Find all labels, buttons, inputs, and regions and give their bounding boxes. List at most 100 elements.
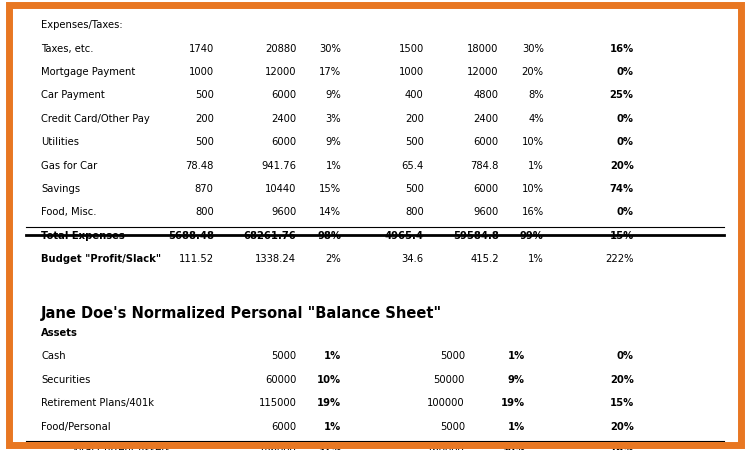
Text: 9%: 9% (326, 90, 341, 100)
Text: 1000: 1000 (398, 67, 424, 77)
Text: Food, Misc.: Food, Misc. (41, 207, 97, 217)
Text: 99%: 99% (520, 231, 544, 241)
Text: 18000: 18000 (467, 44, 499, 54)
Text: 10%: 10% (317, 375, 341, 385)
Text: 500: 500 (405, 184, 424, 194)
Text: 400: 400 (405, 90, 424, 100)
Text: 1%: 1% (324, 422, 341, 432)
Text: 10%: 10% (522, 184, 544, 194)
Text: 8%: 8% (528, 90, 544, 100)
Text: 34.6: 34.6 (401, 254, 424, 264)
Text: 74%: 74% (610, 184, 634, 194)
Text: 941.76: 941.76 (261, 161, 296, 171)
Text: 9%: 9% (326, 137, 341, 147)
Text: Car Payment: Car Payment (41, 90, 105, 100)
Text: Mortgage Payment: Mortgage Payment (41, 67, 136, 77)
Text: Assets: Assets (41, 328, 78, 338)
Text: 6000: 6000 (272, 137, 296, 147)
Text: Food/Personal: Food/Personal (41, 422, 111, 432)
Text: 15%: 15% (610, 398, 634, 408)
Text: 30%: 30% (320, 44, 341, 54)
Text: 15%: 15% (320, 184, 341, 194)
Text: 0%: 0% (616, 207, 634, 217)
Text: 20%: 20% (522, 67, 544, 77)
Text: 0%: 0% (616, 351, 634, 361)
Text: Securities: Securities (41, 375, 91, 385)
Text: 60000: 60000 (265, 375, 296, 385)
Text: Retirement Plans/401k: Retirement Plans/401k (41, 398, 154, 408)
Text: 2400: 2400 (474, 114, 499, 124)
Text: 19%: 19% (317, 398, 341, 408)
Text: 500: 500 (195, 90, 214, 100)
Text: 6000: 6000 (272, 422, 296, 432)
Text: 1%: 1% (528, 254, 544, 264)
Text: 16%: 16% (610, 445, 634, 450)
Text: 870: 870 (195, 184, 214, 194)
Text: 200: 200 (195, 114, 214, 124)
Text: 10440: 10440 (265, 184, 296, 194)
Text: 100000: 100000 (427, 398, 465, 408)
Text: 415.2: 415.2 (470, 254, 499, 264)
Text: 68261.76: 68261.76 (244, 231, 296, 241)
Text: 5000: 5000 (272, 351, 296, 361)
Text: 784.8: 784.8 (470, 161, 499, 171)
Text: 1000: 1000 (188, 67, 214, 77)
Text: 4800: 4800 (474, 90, 499, 100)
Text: Expenses/Taxes:: Expenses/Taxes: (41, 20, 123, 30)
Text: 4965.4: 4965.4 (385, 231, 424, 241)
Text: 6000: 6000 (474, 137, 499, 147)
Text: 1%: 1% (508, 351, 525, 361)
Text: 1%: 1% (528, 161, 544, 171)
Text: 16%: 16% (522, 207, 544, 217)
Text: 1500: 1500 (398, 44, 424, 54)
Text: 65.4: 65.4 (401, 161, 424, 171)
Text: Cash: Cash (41, 351, 66, 361)
Text: Utilities: Utilities (41, 137, 80, 147)
Text: Credit Card/Other Pay: Credit Card/Other Pay (41, 114, 150, 124)
Text: Taxes, etc.: Taxes, etc. (41, 44, 94, 54)
Text: 800: 800 (405, 207, 424, 217)
Text: 2%: 2% (326, 254, 341, 264)
Text: 5688.48: 5688.48 (168, 231, 214, 241)
Text: Savings: Savings (41, 184, 80, 194)
Text: 800: 800 (195, 207, 214, 217)
Text: 1338.24: 1338.24 (255, 254, 296, 264)
Text: 31%: 31% (317, 445, 341, 450)
Text: 0%: 0% (616, 137, 634, 147)
Text: Budget "Profit/Slack": Budget "Profit/Slack" (41, 254, 161, 264)
Text: Gas for Car: Gas for Car (41, 161, 98, 171)
Text: 0%: 0% (616, 67, 634, 77)
Text: 6000: 6000 (272, 90, 296, 100)
Text: 5000: 5000 (440, 422, 465, 432)
Text: 500: 500 (405, 137, 424, 147)
Text: 20%: 20% (610, 375, 634, 385)
Text: 200: 200 (405, 114, 424, 124)
Text: 9%: 9% (508, 375, 525, 385)
Text: 222%: 222% (605, 254, 634, 264)
Text: 500: 500 (195, 137, 214, 147)
Text: 10%: 10% (522, 137, 544, 147)
Text: 20%: 20% (610, 422, 634, 432)
Text: 0%: 0% (616, 114, 634, 124)
Text: 3%: 3% (326, 114, 341, 124)
Text: 19%: 19% (501, 398, 525, 408)
Text: 1%: 1% (324, 351, 341, 361)
Text: Jane Doe's Normalized Personal "Balance Sheet": Jane Doe's Normalized Personal "Balance … (41, 306, 442, 321)
Text: 78.48: 78.48 (185, 161, 214, 171)
Text: 12000: 12000 (265, 67, 296, 77)
Text: 98%: 98% (317, 231, 341, 241)
Text: 20%: 20% (610, 161, 634, 171)
Text: 50000: 50000 (433, 375, 465, 385)
Text: 1%: 1% (326, 161, 341, 171)
Text: 12000: 12000 (467, 67, 499, 77)
Text: 14%: 14% (320, 207, 341, 217)
Text: 30%: 30% (501, 445, 525, 450)
Text: 1%: 1% (508, 422, 525, 432)
Text: 9600: 9600 (271, 207, 296, 217)
Text: 9600: 9600 (473, 207, 499, 217)
Text: 2400: 2400 (272, 114, 296, 124)
Text: 16%: 16% (610, 44, 634, 54)
Text: 111.52: 111.52 (178, 254, 214, 264)
Text: Total Expenses: Total Expenses (41, 231, 125, 241)
Text: 186000: 186000 (259, 445, 296, 450)
